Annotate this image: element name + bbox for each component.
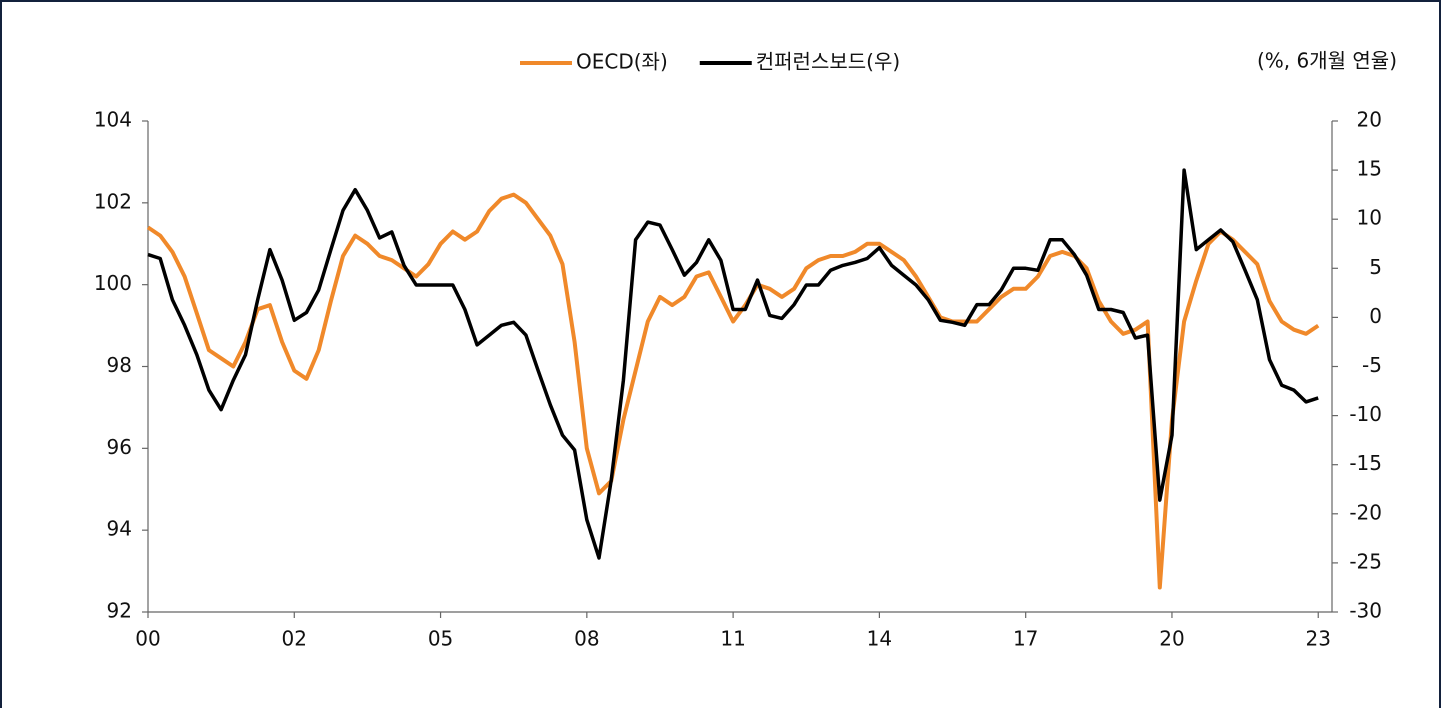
y-tick-label: 96	[107, 435, 132, 459]
x-tick-label: 05	[428, 627, 453, 651]
x-tick-label: 08	[574, 627, 599, 651]
y2-tick-label: 20	[1357, 108, 1382, 132]
y2-tick-label: -15	[1349, 451, 1382, 475]
y2-tick-label: 10	[1357, 206, 1382, 230]
y-tick-label: 100	[94, 271, 132, 295]
y-tick-label: 102	[94, 189, 132, 213]
y-tick-label: 104	[94, 108, 132, 132]
y-tick-label: 94	[107, 517, 132, 541]
y2-tick-label: 5	[1369, 255, 1382, 279]
y2-tick-label: -20	[1349, 500, 1382, 524]
y2-tick-label: -25	[1349, 549, 1382, 573]
legend-label: OECD(좌)	[576, 50, 668, 74]
x-tick-label: 17	[1013, 627, 1038, 651]
x-tick-label: 00	[135, 627, 160, 651]
legend-label: 컨퍼런스보드(우)	[756, 50, 900, 74]
y2-tick-label: 15	[1357, 157, 1382, 181]
y2-tick-label: 0	[1369, 304, 1382, 328]
y-tick-label: 92	[107, 599, 132, 623]
y2-tick-label: -5	[1362, 353, 1382, 377]
x-tick-label: 20	[1159, 627, 1184, 651]
x-tick-label: 23	[1306, 627, 1331, 651]
y2-tick-label: -10	[1349, 402, 1382, 426]
unit-label: (%, 6개월 연율)	[1257, 49, 1397, 73]
x-tick-label: 14	[867, 627, 892, 651]
x-tick-label: 11	[720, 627, 745, 651]
x-tick-label: 02	[282, 627, 307, 651]
y-tick-label: 98	[107, 353, 132, 377]
y2-tick-label: -30	[1349, 599, 1382, 623]
series-line	[147, 168, 1319, 560]
series-line	[146, 192, 1320, 590]
